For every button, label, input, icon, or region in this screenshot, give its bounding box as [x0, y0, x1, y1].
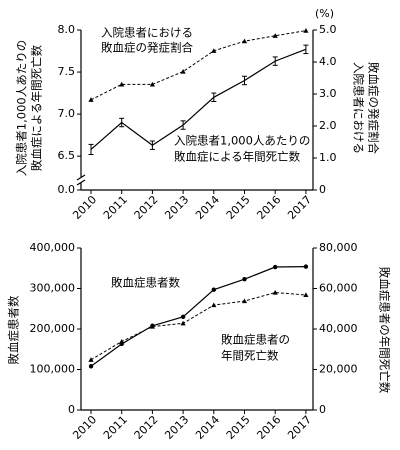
left-tick-label: 7.5 — [58, 65, 76, 78]
right-tick-label: 0 — [319, 403, 326, 416]
x-tick-label: 2017 — [285, 413, 314, 442]
right-tick-label: 1.0 — [319, 151, 337, 164]
left-tick-label: 8.0 — [58, 23, 76, 36]
annotation-death-rate-line2: 敗血症による年間死亡数 — [174, 150, 301, 164]
right-tick-label: 2.0 — [319, 119, 337, 132]
data-point-deaths — [241, 298, 248, 304]
left-tick-label: 0 — [68, 403, 75, 416]
data-point-incidence — [211, 48, 217, 53]
data-point-deaths — [88, 357, 94, 362]
data-point-incidence — [149, 81, 155, 87]
right-tick-label: 60,000 — [319, 282, 358, 295]
x-tick-label: 2015 — [224, 193, 253, 222]
annotation-patients: 敗血症患者数 — [111, 276, 180, 290]
left-tick-label: 200,000 — [30, 322, 76, 335]
annotation-incidence-line1: 入院患者における — [101, 26, 193, 40]
left-tick-label: 7.0 — [58, 107, 76, 120]
x-tick-label: 2011 — [101, 413, 130, 442]
left-tick-label: 0.0 — [58, 183, 76, 196]
x-tick-label: 2013 — [162, 193, 191, 222]
x-tick-label: 2015 — [224, 413, 253, 442]
data-point-deaths — [211, 302, 217, 308]
data-point-patients — [211, 287, 216, 292]
right-axis-unit: (%) — [315, 7, 334, 20]
right-tick-label: 0 — [319, 183, 326, 196]
series-line-incidence — [90, 30, 306, 101]
right-axis-title-line2: 敗血症の発症割合 — [367, 62, 381, 154]
data-point-deaths — [180, 320, 186, 326]
left-tick-label: 400,000 — [30, 241, 76, 254]
left-axis-title: 敗血症患者数 — [7, 295, 21, 364]
axis-break-mark — [76, 179, 86, 186]
data-point-incidence — [303, 28, 309, 33]
data-point-incidence — [119, 81, 125, 87]
data-point-incidence — [272, 33, 278, 38]
data-point-patients — [180, 314, 186, 320]
x-tick-label: 2011 — [101, 193, 130, 222]
series-line-death-rate — [90, 48, 307, 150]
left-axis-title-line2: 敗血症による年間死亡数 — [30, 44, 44, 171]
left-axis-title-line1: 入院患者1,000人あたりの — [15, 40, 29, 176]
data-point-incidence — [180, 69, 186, 74]
data-point-patients — [242, 276, 247, 282]
data-point-patients — [303, 264, 309, 269]
x-tick-label: 2017 — [285, 193, 314, 222]
left-tick-label: 300,000 — [30, 282, 76, 295]
series-line-deaths — [90, 292, 306, 361]
right-tick-label: 40,000 — [319, 322, 358, 335]
series-line-patients — [90, 266, 306, 367]
x-tick-label: 2014 — [193, 193, 222, 222]
x-tick-label: 2016 — [254, 193, 283, 222]
data-point-deaths — [119, 338, 125, 344]
chart-top: 0.06.57.07.58.001.02.03.04.05.0(%)2010 20… — [15, 7, 381, 222]
data-point-incidence — [241, 38, 248, 44]
data-point-patients — [273, 264, 278, 270]
right-axis-title: 敗血症患者の年間死亡数 — [378, 267, 392, 394]
annotation-deaths-line2: 年間死亡数 — [221, 349, 279, 363]
x-tick-label: 2014 — [193, 413, 222, 442]
right-tick-label: 80,000 — [319, 241, 358, 254]
annotation-deaths-line1: 敗血症患者の — [221, 333, 290, 347]
annotation-death-rate-line1: 入院患者1,000人あたりの — [174, 134, 310, 148]
x-tick-label: 2016 — [254, 413, 283, 442]
data-point-incidence — [88, 97, 94, 102]
axis-break-mark — [76, 174, 86, 181]
annotation-incidence-line2: 敗血症の発症割合 — [101, 41, 193, 55]
data-point-deaths — [272, 289, 278, 295]
right-tick-label: 3.0 — [319, 87, 337, 100]
data-point-deaths — [303, 292, 309, 298]
left-tick-label: 6.5 — [58, 149, 76, 162]
x-tick-label: 2010 — [70, 193, 99, 222]
x-tick-label: 2010 — [70, 413, 99, 442]
right-tick-label: 4.0 — [319, 55, 337, 68]
x-tick-label: 2012 — [132, 413, 161, 442]
right-tick-label: 5.0 — [319, 23, 337, 36]
chart-bottom: 0 100,000 200,000 300,000 400,000 0 20,000 40,0… — [7, 241, 392, 442]
x-tick-label: 2013 — [162, 413, 191, 442]
data-point-patients — [88, 364, 94, 369]
left-tick-label: 100,000 — [30, 363, 76, 376]
right-tick-label: 20,000 — [319, 363, 358, 376]
x-tick-label: 2012 — [132, 193, 161, 222]
right-axis-title-line1: 入院患者における — [352, 62, 366, 154]
data-point-deaths — [149, 323, 155, 329]
